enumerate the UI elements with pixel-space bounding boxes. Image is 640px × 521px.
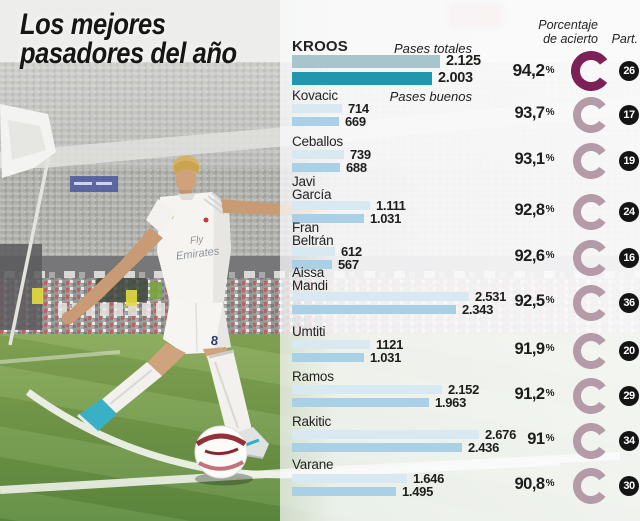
accuracy-percentage: 91% — [527, 430, 554, 448]
total-passes-bar-value: 739 — [350, 147, 371, 162]
total-passes-bar-value: 2.676 — [485, 427, 517, 442]
accuracy-percentage: 91,9% — [514, 340, 554, 358]
accuracy-percentage: 93,1% — [514, 150, 554, 168]
good-passes-bar — [292, 398, 429, 407]
matches-played-badge: 30 — [619, 476, 639, 496]
total-passes-bar-value: 612 — [341, 244, 362, 259]
good-passes-bar — [292, 487, 396, 496]
player-name: Umtiti — [292, 324, 326, 339]
matches-played-badge: 20 — [619, 341, 639, 361]
good-passes-bar-value: 567 — [338, 257, 359, 272]
title-line2: pasadores del año — [20, 37, 237, 71]
matches-played-badge: 29 — [619, 386, 639, 406]
accuracy-ring — [573, 143, 609, 184]
accuracy-percentage: 92,5% — [514, 292, 554, 310]
good-passes-bar — [292, 260, 332, 269]
total-passes-bar — [292, 340, 370, 349]
good-passes-bar — [292, 305, 456, 314]
title-line1: Los mejores — [20, 8, 166, 41]
total-passes-bar — [292, 430, 479, 439]
total-passes-bar-value: 2.531 — [475, 289, 507, 304]
total-passes-bar-value: 2.152 — [448, 382, 480, 397]
total-passes-bar — [292, 474, 407, 483]
accuracy-percentage: 94,2% — [512, 60, 555, 80]
player-name: Varane — [292, 457, 334, 472]
good-passes-bar-value: 2.343 — [462, 302, 494, 317]
matches-played-badge: 16 — [619, 248, 639, 268]
matches-played-badge: 36 — [619, 293, 639, 313]
player-name: Javi García — [292, 174, 332, 202]
accuracy-percentage: 91,2% — [514, 385, 554, 403]
page-title: Los mejores pasadores del año — [20, 8, 237, 71]
jersey-sponsor-line2: Emirates — [175, 245, 220, 262]
matches-column-header: Part. — [611, 32, 638, 46]
good-passes-bar — [292, 353, 364, 362]
accuracy-ring — [573, 378, 609, 419]
good-passes-bar-value: 1.031 — [370, 211, 402, 226]
player-name: Ceballos — [292, 134, 343, 149]
player-name: Aissa Mandi — [292, 265, 328, 293]
accuracy-column-header: Porcentaje de acierto — [538, 18, 598, 46]
accuracy-ring — [573, 240, 609, 281]
good-passes-bar-value: 1.963 — [435, 395, 467, 410]
total-passes-bar — [292, 385, 442, 394]
player-name: KROOS — [292, 38, 349, 55]
good-passes-bar — [292, 214, 364, 223]
total-passes-bar — [292, 150, 344, 159]
accuracy-ring — [571, 51, 611, 96]
accuracy-ring — [573, 285, 609, 326]
good-passes-bar-value: 688 — [346, 160, 367, 175]
shorts-number: 8 — [210, 333, 219, 349]
matches-played-badge: 17 — [619, 105, 639, 125]
player-name: Kovacic — [292, 88, 338, 103]
matches-played-badge: 34 — [619, 431, 639, 451]
total-passes-bar — [292, 201, 370, 210]
legend-total-passes: Pases totales — [393, 41, 472, 56]
good-passes-bar — [292, 72, 432, 85]
good-passes-bar — [292, 117, 339, 126]
good-passes-bar — [292, 443, 462, 452]
good-passes-bar-value: 1.031 — [370, 350, 402, 365]
total-passes-bar-value: 1121 — [376, 337, 404, 352]
player-name: Rakitic — [292, 414, 332, 429]
player-name: Fran Beltrán — [292, 220, 334, 248]
good-passes-bar-value: 669 — [345, 114, 366, 129]
accuracy-ring — [573, 333, 609, 374]
legend-good-passes: Pases buenos — [389, 89, 472, 104]
accuracy-ring — [573, 194, 609, 235]
accuracy-ring — [573, 97, 609, 138]
accuracy-ring — [573, 468, 609, 509]
total-passes-bar-value: 714 — [348, 101, 369, 116]
accuracy-ring — [573, 423, 609, 464]
total-passes-bar-value: 1.111 — [376, 198, 406, 213]
player: Fly Emirates 8 — [61, 155, 328, 486]
player-name: Ramos — [292, 369, 334, 384]
matches-played-badge: 26 — [619, 61, 639, 81]
jersey-sponsor-line1: Fly — [189, 234, 205, 247]
total-passes-bar — [292, 292, 469, 301]
good-passes-bar-value: 2.003 — [438, 70, 473, 86]
accuracy-percentage: 90,8% — [514, 475, 554, 493]
total-passes-bar — [292, 55, 440, 68]
accuracy-percentage: 92,6% — [514, 247, 554, 265]
total-passes-bar-value: 2.125 — [446, 53, 481, 69]
total-passes-bar-value: 1.646 — [413, 471, 445, 486]
total-passes-bar — [292, 104, 342, 113]
matches-played-badge: 24 — [619, 202, 639, 222]
accuracy-percentage: 93,7% — [514, 104, 554, 122]
matches-played-badge: 19 — [619, 151, 639, 171]
good-passes-bar — [292, 163, 340, 172]
accuracy-percentage: 92,8% — [514, 201, 554, 219]
corner-flag — [0, 104, 56, 346]
good-passes-bar-value: 1.495 — [402, 484, 434, 499]
total-passes-bar — [292, 247, 335, 256]
good-passes-bar-value: 2.436 — [468, 440, 500, 455]
